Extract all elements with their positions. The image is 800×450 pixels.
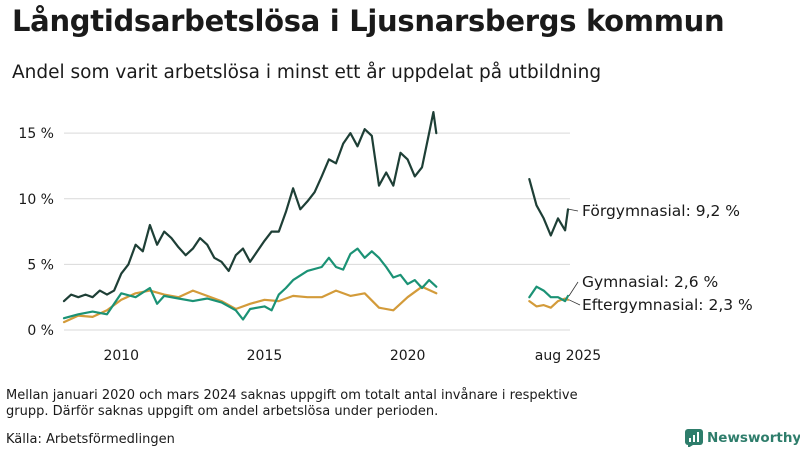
series-line-eftergymnasial bbox=[528, 297, 570, 309]
x-tick-label: 2015 bbox=[247, 348, 283, 364]
line-chart: 0 % 5 % 10 % 15 % 2010 2015 2020 aug 2025 Förgy… bbox=[18, 111, 753, 364]
series-label-förgymnasial: Förgymnasial: 9,2 % bbox=[582, 202, 740, 220]
chart-title: Långtidsarbetslösa i Ljusnarsbergs kommu… bbox=[12, 4, 725, 38]
newsworthy-icon bbox=[685, 429, 703, 447]
y-tick-label: 5 % bbox=[27, 257, 54, 273]
label-leader-line bbox=[568, 299, 581, 306]
series-line-förgymnasial bbox=[528, 178, 570, 237]
source-note: Källa: Arbetsförmedlingen bbox=[6, 432, 175, 447]
label-leader-line bbox=[568, 208, 579, 212]
x-tick-label: aug 2025 bbox=[535, 348, 601, 364]
x-tick-label: 2020 bbox=[390, 348, 426, 364]
series-line-gymnasial bbox=[62, 247, 438, 321]
labels: Förgymnasial: 9,2 % Gymnasial: 2,6 % Efter… bbox=[568, 202, 753, 314]
series-lines bbox=[62, 111, 570, 324]
y-tick-label: 10 % bbox=[18, 192, 54, 208]
chart-subtitle: Andel som varit arbetslösa i minst ett å… bbox=[12, 62, 602, 83]
brand-name: Newsworthy bbox=[707, 430, 800, 446]
y-tick-label: 0 % bbox=[27, 323, 54, 339]
newsworthy-logo: Newsworthy bbox=[685, 429, 800, 447]
series-line-förgymnasial bbox=[62, 111, 438, 303]
series-line-gymnasial bbox=[528, 285, 570, 303]
label-leader-line bbox=[568, 281, 579, 297]
footnote: Mellan januari 2020 och mars 2024 saknas… bbox=[6, 388, 578, 419]
x-tick-label: 2010 bbox=[103, 348, 139, 364]
series-label-gymnasial: Gymnasial: 2,6 % bbox=[582, 273, 718, 291]
series-label-eftergymnasial: Eftergymnasial: 2,3 % bbox=[582, 296, 753, 314]
y-tick-label: 15 % bbox=[18, 126, 54, 142]
gridlines: 0 % 5 % 10 % 15 % 2010 2015 2020 aug 2025 bbox=[18, 126, 601, 364]
series-line-eftergymnasial bbox=[62, 285, 438, 324]
